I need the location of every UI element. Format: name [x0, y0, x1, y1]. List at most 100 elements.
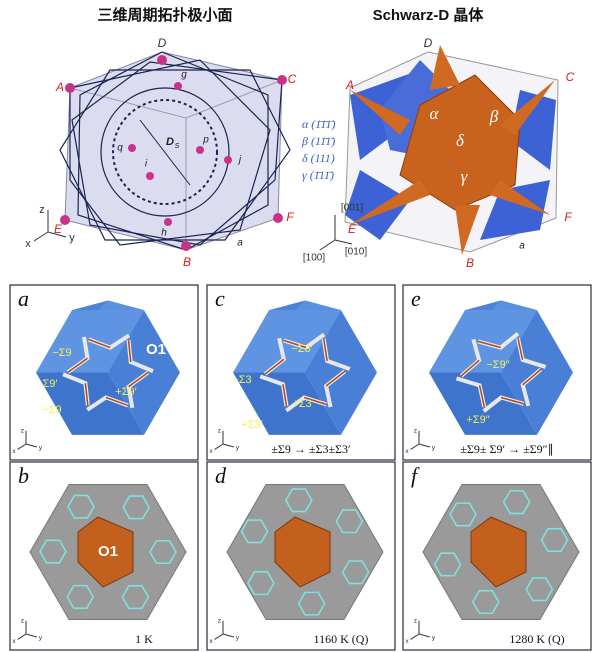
axis-label: z [218, 618, 221, 625]
point-label: i [145, 159, 148, 170]
panel-caption: ±Σ9 → ±Σ3±Σ3′ [271, 442, 351, 456]
grain-boundary [105, 396, 129, 407]
grain-boundary [517, 337, 524, 360]
annotation: O1 [146, 341, 166, 358]
ring [66, 584, 95, 609]
grain-boundary [304, 396, 327, 406]
axis-line [418, 443, 430, 448]
legend-entry: δ (111) [302, 151, 335, 165]
annotation: +Σ9″ [466, 414, 489, 426]
ring [335, 509, 364, 534]
axis-line [33, 231, 49, 242]
axis-label: x [405, 448, 409, 455]
grain-boundary [282, 384, 288, 407]
ring [471, 589, 500, 615]
panel-caption: 1 K [135, 632, 153, 646]
grain [274, 516, 331, 588]
grain-boundary [478, 385, 486, 408]
point-label: h [161, 228, 167, 239]
axis-line [214, 633, 224, 640]
axis-line [17, 633, 27, 640]
vertex-label: F [286, 210, 294, 224]
ring [502, 490, 531, 515]
grain-boundary [460, 359, 480, 377]
region-label: δ [456, 131, 465, 150]
region-label: γ [461, 167, 469, 186]
grain-boundary [84, 383, 89, 406]
ring [540, 527, 569, 553]
cube-left [36, 372, 144, 435]
axis-label: x [405, 638, 409, 645]
ring [122, 495, 151, 520]
axis-label: x [12, 448, 16, 455]
axis-label: y [432, 634, 436, 641]
legend-entry: α (1̄1̄1̄) [302, 117, 336, 131]
grain-boundary [477, 340, 501, 349]
direction-label: [001] [341, 203, 363, 214]
direction-label: [100] [303, 253, 325, 264]
grain-boundary [88, 338, 111, 349]
vertex-label: F [564, 210, 572, 224]
axis-label: y [69, 232, 75, 244]
ring [240, 519, 269, 544]
minimal-surface-cube [59, 51, 291, 251]
grain [470, 516, 527, 588]
annotation: +Σ3 [292, 398, 311, 410]
annotation: +Σ9′ [115, 386, 136, 398]
axis-label: y [432, 444, 436, 451]
axis-line [25, 443, 37, 448]
axis-label: x [25, 238, 31, 250]
grain-boundary [264, 358, 285, 375]
annotation: −Σ3′ [291, 343, 312, 355]
panel-label: c [215, 286, 225, 311]
annotation: −Σ9″ [486, 359, 509, 371]
panel-label: e [411, 286, 421, 311]
panel-caption: 1160 K (Q) [314, 632, 369, 646]
ring [247, 571, 275, 596]
ring [297, 591, 326, 616]
annotation: −Σ9 [42, 404, 61, 416]
ring [39, 539, 67, 564]
ring [121, 585, 150, 610]
vertex-label: E [348, 222, 357, 236]
axis-label: y [39, 634, 43, 641]
ring [341, 560, 370, 585]
region-label: β [489, 107, 499, 126]
point-label: q [117, 143, 123, 154]
axis-label: x [209, 448, 213, 455]
point-label: p [202, 135, 209, 146]
axis-line [410, 633, 420, 640]
center-label: D [166, 136, 174, 148]
axis-label: y [39, 444, 43, 451]
region-label: α [430, 104, 440, 123]
vertex-label: C [566, 70, 575, 84]
vertex-label: D [424, 36, 433, 50]
axis-label: y [236, 444, 240, 451]
panel-label: b [18, 463, 29, 488]
grain-boundary [67, 357, 88, 373]
grain-boundary [322, 338, 328, 361]
panel-title: 三维周期拓扑极小面 [97, 6, 232, 24]
annotation: −Σ3 [232, 374, 251, 386]
axis-label: z [414, 618, 417, 625]
axis-label: z [21, 618, 24, 625]
vertex-label: D [158, 36, 167, 50]
edge-label: a [519, 241, 525, 252]
panel-label: a [18, 286, 29, 311]
schwarz-d-cube [344, 45, 559, 255]
grain [77, 516, 134, 588]
axis-line [214, 443, 224, 450]
axis-line [410, 443, 420, 450]
panel-label: d [215, 463, 227, 488]
grain-boundary [522, 368, 542, 386]
panel-title: Schwarz-D 晶体 [373, 6, 485, 24]
axis-line [222, 443, 234, 448]
ring [525, 577, 554, 602]
edge-label: a [237, 238, 243, 249]
ring [149, 539, 177, 565]
grain-boundary [325, 370, 346, 387]
panel-caption: ±Σ9± Σ9′ → ±Σ9″∥ [460, 442, 553, 456]
vertex-label: B [183, 255, 191, 269]
vertex-label: C [288, 72, 297, 86]
